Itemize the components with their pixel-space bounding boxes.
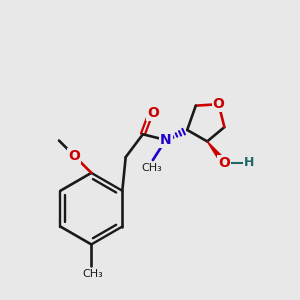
- Polygon shape: [207, 141, 227, 165]
- Text: O: O: [218, 156, 230, 170]
- Text: O: O: [213, 97, 225, 111]
- Text: CH₃: CH₃: [141, 164, 162, 173]
- Text: O: O: [68, 149, 80, 163]
- Text: O: O: [147, 106, 159, 120]
- Text: N: N: [160, 133, 172, 147]
- Text: H: H: [244, 156, 254, 170]
- Text: CH₃: CH₃: [82, 269, 103, 279]
